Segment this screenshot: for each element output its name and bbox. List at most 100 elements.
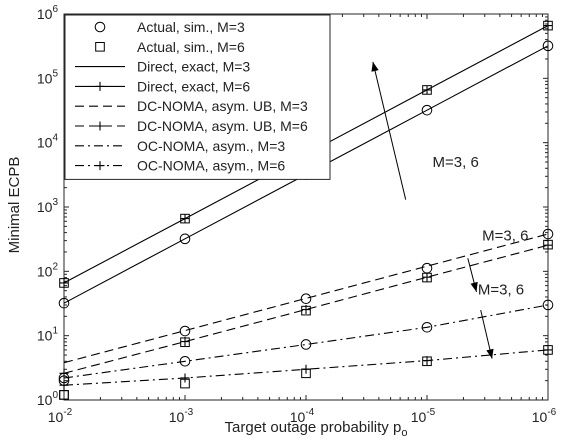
legend-label: OC-NOMA, asym., M=3 [137, 138, 285, 154]
data-point-plus [422, 85, 432, 95]
sim-markers-4 [58, 299, 554, 384]
data-point-square [301, 305, 311, 316]
x-axis-label: Target outage probability po [225, 419, 408, 439]
legend-entry: OC-NOMA, asym., M=6 [75, 158, 285, 174]
legend-label: DC-NOMA, asym. UB, M=3 [137, 98, 308, 114]
legend-label: Actual, sim., M=6 [137, 39, 245, 55]
annotation-arrow-shaft [372, 61, 407, 200]
x-tick-label-exponent: -3 [184, 407, 193, 418]
x-axis-label-subscript: o [401, 427, 407, 439]
legend-marker-sample [95, 161, 105, 171]
legend-label: Direct, exact, M=6 [137, 78, 250, 94]
annotation-label: M=3, 6 [482, 228, 528, 245]
y-tick-label-base: 10 [37, 135, 53, 151]
data-point-square [180, 337, 190, 348]
annotation-arrow-head [470, 281, 478, 292]
y-tick-label: 104 [37, 133, 59, 151]
y-tick-label-base: 10 [37, 70, 53, 86]
annotation-label: M=3, 6 [478, 281, 524, 298]
legend-label: Actual, sim., M=3 [137, 19, 245, 35]
y-tick-label: 103 [37, 197, 59, 215]
legend-box [64, 14, 331, 180]
data-point-plus [422, 272, 432, 282]
y-tick-label-exponent: 3 [52, 197, 58, 208]
legend-entry: Actual, sim., M=6 [95, 39, 245, 55]
y-tick-label-exponent: 0 [52, 390, 58, 401]
data-point-circle [542, 40, 554, 52]
data-point-circle [58, 297, 70, 309]
y-tick-label-exponent: 2 [52, 261, 58, 272]
x-tick-label-exponent: -4 [305, 407, 314, 418]
series-layer [58, 20, 554, 400]
legend-entry: DC-NOMA, asym. UB, M=6 [75, 118, 308, 134]
x-tick-label-base: 10 [532, 409, 548, 425]
y-tick-label: 106 [37, 4, 59, 22]
data-point-circle [300, 293, 312, 305]
series-6 [63, 304, 549, 379]
y-tick-label-exponent: 4 [52, 133, 58, 144]
data-point-plus [59, 278, 69, 288]
legend-marker-sample [95, 121, 105, 131]
data-point-square [543, 20, 553, 31]
data-point-square [180, 378, 190, 389]
data-point-circle [300, 339, 312, 350]
y-tick-label-base: 10 [37, 392, 53, 408]
x-tick-label: 10-5 [411, 407, 436, 425]
y-tick-label-base: 10 [37, 263, 53, 279]
data-point-circle [58, 375, 70, 386]
x-tick-label: 10-3 [169, 407, 194, 425]
x-tick-label: 10-4 [290, 407, 315, 425]
sim-markers-5 [59, 345, 553, 400]
annotations: M=3, 6 M=3, 6 M=3, 6 [371, 61, 528, 359]
data-point-circle [179, 325, 191, 337]
y-axis-label: Minimal ECPB [6, 157, 23, 254]
y-tick-label-base: 10 [37, 328, 53, 344]
data-point-circle [179, 233, 191, 245]
data-point-square [59, 390, 69, 400]
legend-entry: Direct, exact, M=6 [75, 78, 250, 94]
data-point-plus [422, 356, 432, 366]
data-point-plus [180, 214, 190, 224]
data-point-circle [421, 321, 433, 333]
x-tick-label-exponent: -2 [63, 407, 72, 418]
data-point-plus [543, 345, 553, 355]
x-tick-label: 10-2 [48, 407, 73, 425]
legend-marker-sample [94, 21, 106, 33]
legend-entry: DC-NOMA, asym. UB, M=3 [75, 98, 308, 114]
annotation-arrow-head [486, 348, 494, 359]
legend-marker-sample [95, 42, 105, 52]
data-point-square [543, 345, 553, 355]
data-point-square [422, 272, 432, 283]
data-point-circle [542, 228, 554, 240]
y-tick-label-exponent: 6 [52, 4, 58, 15]
data-point-circle [58, 372, 70, 384]
legend-label: OC-NOMA, asym., M=6 [137, 158, 285, 174]
data-point-plus [180, 337, 190, 347]
data-point-circle [179, 355, 191, 367]
legend-entry: OC-NOMA, asym., M=3 [75, 138, 285, 154]
y-tick-label: 101 [37, 326, 59, 344]
y-tick-label: 102 [37, 261, 59, 279]
legend-entry: Direct, exact, M=3 [75, 59, 250, 75]
legend-label: DC-NOMA, asym. UB, M=6 [137, 118, 308, 134]
legend: Actual, sim., M=3 Actual, sim., M=6 Direct… [64, 14, 331, 180]
data-point-plus [543, 21, 553, 31]
data-point-square [301, 368, 311, 379]
annotation: M=3, 6 [467, 228, 528, 292]
x-tick-label-base: 10 [48, 409, 64, 425]
annotation-arrow-head [371, 61, 379, 72]
x-tick-label: 10-6 [532, 407, 557, 425]
data-point-square [422, 85, 432, 95]
data-point-square [59, 278, 69, 288]
annotation: M=3, 6 [371, 61, 479, 200]
series-line [63, 304, 549, 379]
data-point-circle [542, 299, 554, 311]
annotation-label: M=3, 6 [433, 154, 479, 171]
data-point-circle [421, 104, 433, 116]
annotation: M=3, 6 [478, 281, 524, 359]
data-point-plus [180, 373, 190, 383]
data-point-square [543, 239, 553, 250]
y-tick-label-exponent: 1 [52, 326, 58, 337]
x-axis-label-main: Target outage probability p [225, 419, 402, 436]
x-tick-label-exponent: -6 [547, 407, 556, 418]
